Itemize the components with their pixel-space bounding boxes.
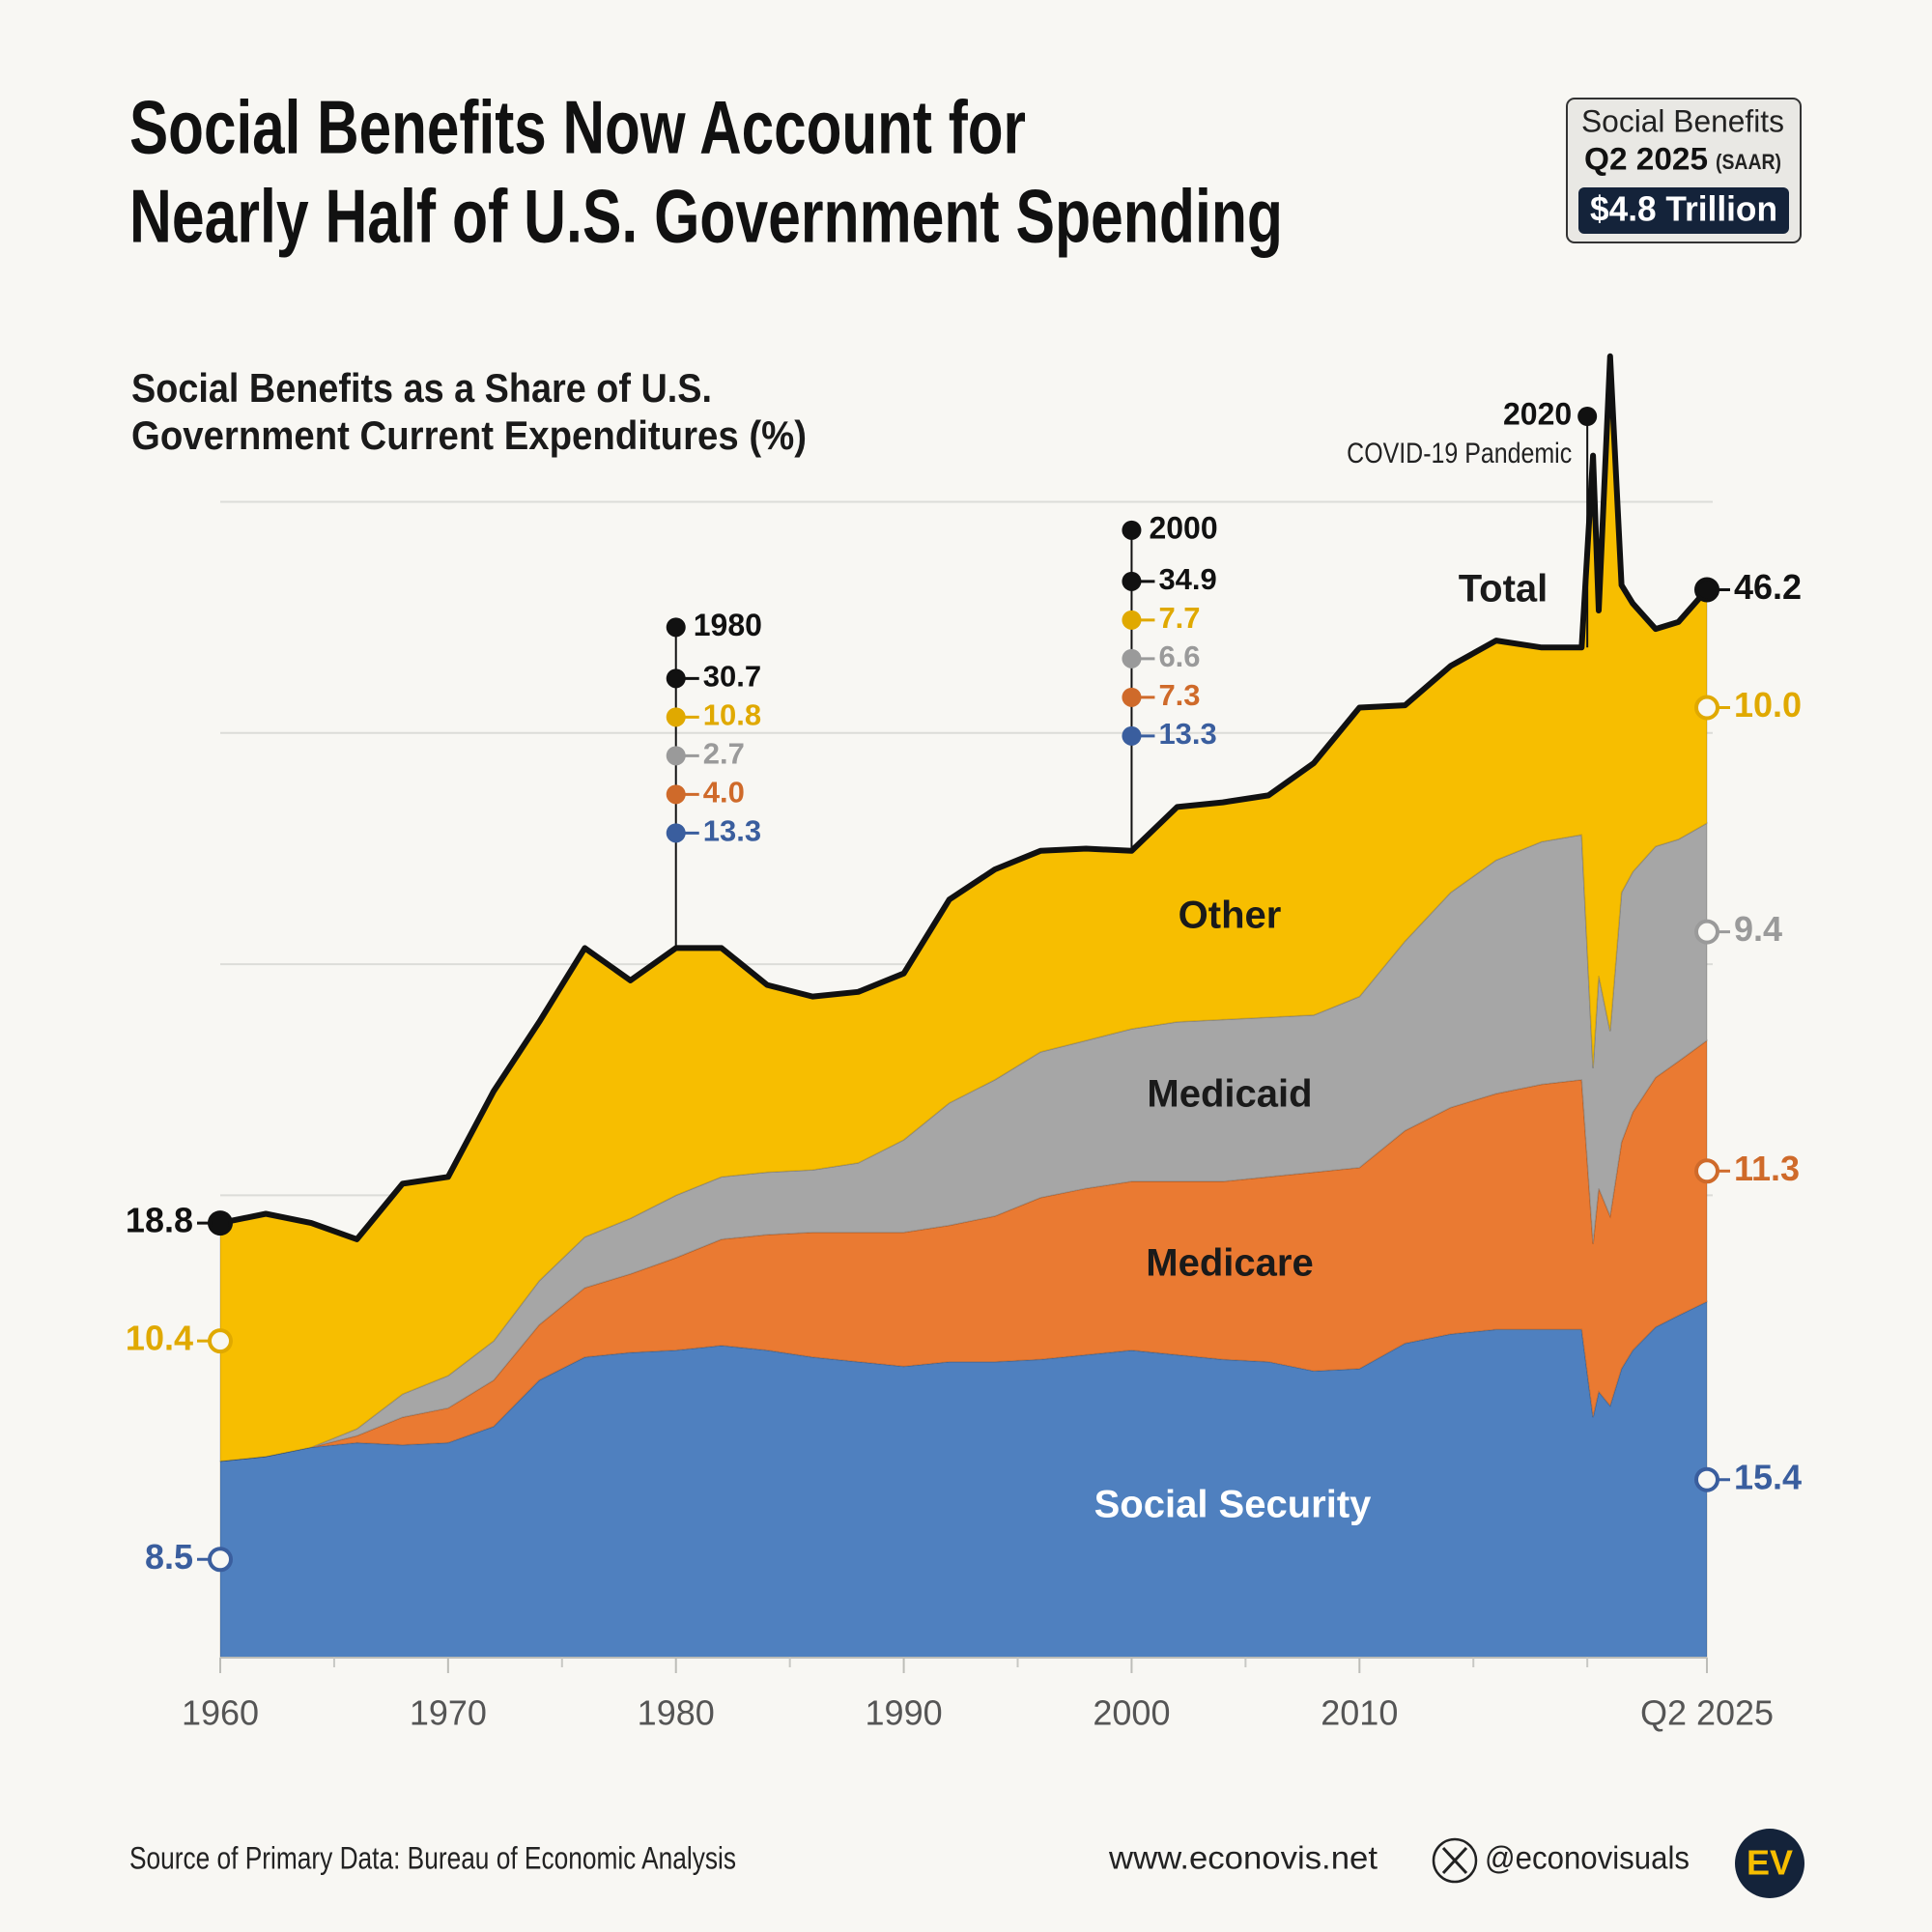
x-tick-label: 2000	[1093, 1693, 1170, 1733]
annotation-value-dot	[1122, 725, 1142, 746]
callout-period: Q2 2025	[1584, 141, 1708, 176]
annotation-text: COVID-19 Pandemic	[1347, 438, 1572, 469]
x-tick-label: 1980	[638, 1693, 715, 1733]
chart-title: Nearly Half of U.S. Government Spending	[129, 174, 1283, 259]
series-label: Other	[1179, 895, 1282, 937]
end-label-dot	[1694, 695, 1719, 721]
x-tick-label: 1990	[866, 1693, 943, 1733]
annotation-value: 13.3	[1158, 717, 1216, 751]
source-note: Source of Primary Data: Bureau of Econom…	[129, 1840, 736, 1875]
logo	[1735, 1829, 1804, 1898]
callout-title: Social Benefits	[1581, 103, 1784, 138]
end-label: 15.4	[1734, 1457, 1802, 1496]
annotation-value: 6.6	[1158, 639, 1200, 673]
chart-title: Social Benefits Now Account for	[129, 85, 1026, 170]
series-label: Total	[1459, 568, 1548, 611]
annotation-value-dot	[666, 707, 686, 727]
end-label: 9.4	[1734, 909, 1782, 949]
end-label: 10.0	[1734, 685, 1802, 724]
callout-value: $4.8 Trillion	[1590, 189, 1777, 229]
annotation-year: 2000	[1149, 510, 1217, 545]
annotation-value-dot	[1122, 687, 1142, 707]
annotation-year: 1980	[694, 608, 762, 642]
annotation-value: 7.3	[1158, 678, 1200, 712]
end-label-dot	[1694, 1158, 1719, 1184]
x-tick-label: 2010	[1321, 1693, 1398, 1733]
annotation-value-dot	[666, 784, 686, 805]
annotation-value: 34.9	[1158, 562, 1216, 596]
annotation-value: 2.7	[703, 737, 745, 771]
annotation-value-dot	[1122, 610, 1142, 630]
series-label: Medicaid	[1147, 1073, 1312, 1116]
x-tick-label: 1960	[182, 1693, 259, 1733]
end-label-dot	[1694, 577, 1719, 603]
end-label: 8.5	[145, 1537, 193, 1577]
annotation-dot	[1577, 407, 1598, 426]
annotation-value-dot	[1122, 648, 1142, 668]
annotation-value-dot	[666, 668, 686, 689]
annotation-value: 30.7	[703, 660, 761, 694]
end-label-dot	[208, 1547, 233, 1573]
end-label: 11.3	[1734, 1149, 1800, 1188]
annotation-dot	[1122, 520, 1142, 540]
callout-value-box	[1578, 187, 1789, 234]
annotation-year: 2020	[1503, 396, 1572, 431]
end-label-dot	[208, 1210, 233, 1236]
series-label: Social Security	[1094, 1484, 1373, 1526]
annotation-value: 13.3	[703, 814, 761, 848]
chart-subtitle: Social Benefits as a Share of U.S.	[131, 365, 712, 411]
line	[219, 353, 1710, 1242]
annotation-value-dot	[666, 746, 686, 766]
annotation-value-dot	[1122, 571, 1142, 591]
x-tick-label: 1970	[410, 1693, 487, 1733]
end-label-dot	[1694, 1466, 1719, 1492]
x-tick-label: Q2 2025	[1640, 1693, 1774, 1733]
annotation-dot	[666, 617, 686, 638]
end-label-dot	[208, 1328, 233, 1354]
series-label: Medicare	[1146, 1242, 1313, 1285]
annotation-value: 10.8	[703, 698, 761, 732]
callout-note: (SAAR)	[1716, 150, 1781, 174]
annotation-value-dot	[666, 823, 686, 843]
x-icon-glyph	[1441, 1846, 1468, 1875]
social-handle: @econovisuals	[1485, 1840, 1690, 1876]
end-label: 46.2	[1734, 567, 1802, 607]
x-icon	[1432, 1837, 1478, 1884]
end-label: 18.8	[126, 1201, 193, 1240]
chart-subtitle: Government Current Expenditures (%)	[131, 412, 807, 458]
website: www.econovis.net	[1108, 1840, 1378, 1876]
logo-text: EV	[1747, 1843, 1793, 1883]
end-label: 10.4	[126, 1319, 193, 1358]
annotation-value: 7.7	[1158, 601, 1200, 635]
annotation-value: 4.0	[703, 776, 745, 810]
end-label-dot	[1694, 919, 1719, 945]
